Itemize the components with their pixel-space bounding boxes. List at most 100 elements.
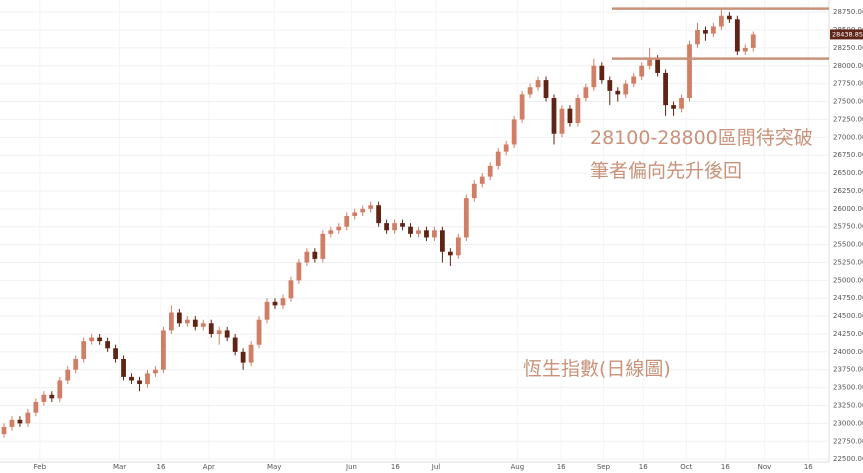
candle-body [384, 223, 389, 231]
candle-body [519, 94, 525, 120]
candle-body [97, 337, 103, 342]
candle-body [623, 83, 629, 95]
x-tick-label: Aug [510, 463, 524, 471]
candle-body [511, 119, 517, 145]
candle-body [200, 323, 206, 327]
candle-body [81, 341, 87, 360]
candle-body [400, 223, 405, 227]
candle-body [631, 76, 637, 84]
x-tick-label: Jul [431, 463, 441, 471]
candle-body [695, 30, 700, 45]
x-tick-label: Oct [680, 463, 692, 471]
candle-body [57, 380, 63, 399]
candle-body [121, 359, 126, 377]
candle-body [25, 412, 31, 424]
candle-body [256, 319, 262, 345]
candle-body [726, 15, 732, 20]
candle-body [176, 312, 182, 324]
candle-body [360, 208, 366, 213]
candle-body [447, 251, 453, 256]
candle-body [208, 323, 214, 334]
y-tick-label: 26750.00 [833, 151, 863, 159]
candle-body [89, 337, 95, 342]
candle-body [1, 426, 7, 435]
y-tick-label: 25250.00 [833, 258, 863, 266]
candle-body [280, 298, 286, 306]
candle-body [599, 65, 605, 81]
candle-body [328, 230, 334, 234]
candle-body [591, 65, 597, 88]
candle-body [703, 30, 708, 34]
candle-body [137, 380, 142, 385]
candle-body [49, 394, 55, 399]
candle-body [288, 280, 294, 299]
candle-body [567, 108, 573, 124]
y-tick-label: 22500.00 [833, 455, 863, 463]
candle-body [471, 183, 477, 199]
candle-body [551, 97, 557, 134]
candle-body [663, 72, 668, 106]
candle-body [129, 376, 134, 381]
x-tick-label: Sep [597, 463, 611, 471]
y-tick-label: 23750.00 [833, 366, 863, 374]
candle-body [487, 165, 493, 177]
candle-body [718, 15, 724, 27]
candle-body [336, 226, 342, 231]
candle-body [304, 251, 310, 263]
candle-body [647, 58, 653, 66]
candle-body [543, 80, 549, 98]
y-tick-label: 25750.00 [833, 223, 863, 231]
candle-body [655, 58, 661, 73]
candle-body [145, 373, 150, 385]
candle-body [495, 151, 501, 166]
candle-body [711, 26, 716, 34]
x-tick-label: 16 [157, 463, 166, 471]
candle-body [432, 230, 437, 238]
candle-body [615, 90, 621, 95]
last-price-label: 28438.85 [832, 30, 863, 38]
x-tick-label: 16 [804, 463, 813, 471]
y-tick-label: 24000.00 [833, 348, 863, 356]
candle-body [65, 369, 71, 381]
candle-body [463, 198, 469, 238]
candle-body [734, 19, 740, 52]
y-tick-label: 28250.00 [833, 44, 863, 52]
candle-body [440, 230, 445, 252]
candle-body [687, 44, 692, 98]
candle-body [73, 359, 79, 370]
candle-body [153, 369, 158, 374]
last-price-box [830, 29, 863, 40]
candle-body [232, 337, 238, 352]
candle-body [416, 230, 421, 234]
candle-body [352, 212, 358, 216]
candle-body [607, 80, 613, 91]
candle-body [9, 419, 15, 427]
annotation: 筆者偏向先升後回 [590, 160, 742, 182]
x-tick-label: 16 [391, 463, 400, 471]
y-tick-label: 27500.00 [833, 98, 863, 106]
candle-body [184, 319, 190, 324]
x-tick-label: Feb [34, 463, 47, 471]
y-tick-label: 27000.00 [833, 133, 863, 141]
y-tick-label: 27250.00 [833, 115, 863, 123]
candle-body [535, 80, 541, 88]
y-tick-label: 23500.00 [833, 384, 863, 392]
candle-body [503, 144, 509, 152]
y-tick-label: 28000.00 [833, 62, 863, 70]
candle-body [216, 330, 222, 334]
y-tick-label: 23250.00 [833, 402, 863, 410]
y-tick-label: 26250.00 [833, 187, 863, 195]
candle-body [376, 205, 382, 224]
candle-body [113, 348, 118, 360]
x-tick-label: Jun [345, 463, 357, 471]
candle-body [392, 223, 397, 231]
y-tick-label: 24250.00 [833, 330, 863, 338]
annotation: 28100-28800區間待突破 [590, 127, 813, 149]
candle-body [192, 319, 198, 327]
candle-body [33, 401, 39, 413]
y-tick-label: 24750.00 [833, 294, 863, 302]
y-tick-label: 27750.00 [833, 80, 863, 88]
candle-body [296, 262, 302, 281]
candle-body [742, 47, 748, 52]
